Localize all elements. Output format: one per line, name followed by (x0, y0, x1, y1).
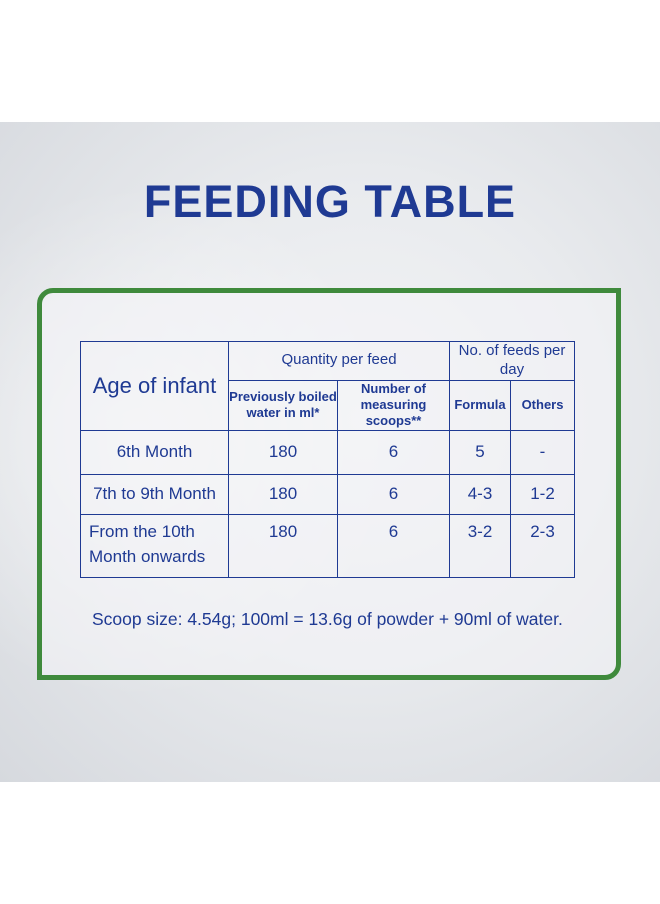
scoops-cell: 6 (336, 473, 451, 515)
age-line1: From the 10th (89, 521, 195, 541)
others-cell: 2-3 (510, 513, 576, 578)
scoops-cell: 6 (336, 513, 451, 578)
others-cell: 1-2 (510, 473, 576, 515)
table-row: 7th to 9th Month 180 6 4-3 1-2 (80, 473, 576, 515)
page-title: FEEDING TABLE (143, 176, 517, 227)
scoops-header: Number of measuring scoops** (336, 379, 451, 431)
others-cell: - (510, 429, 576, 475)
age-cell: From the 10th Month onwards (80, 513, 229, 578)
water-header-line2: water in ml* (246, 405, 320, 420)
age-line2: Month onwards (89, 546, 206, 566)
age-header: Age of infant (80, 341, 229, 431)
scoops-cell: 6 (336, 429, 451, 475)
others-header: Others (510, 379, 576, 431)
formula-cell: 5 (449, 429, 512, 475)
water-header: Previously boiled water in ml* (228, 379, 338, 431)
formula-cell: 3-2 (449, 513, 512, 578)
scoops-header-line2: measuring scoops** (360, 396, 427, 429)
quantity-header: Quantity per feed (227, 341, 451, 381)
water-cell: 180 (228, 513, 338, 578)
age-cell: 7th to 9th Month (80, 473, 229, 515)
water-cell: 180 (228, 429, 338, 475)
table-row: 6th Month 180 6 5 - (80, 429, 576, 475)
scoops-header-line1: Number of (361, 380, 426, 396)
formula-header: Formula (449, 379, 512, 431)
formula-cell: 4-3 (449, 473, 512, 515)
water-header-line1: Previously boiled (229, 388, 337, 404)
water-cell: 180 (228, 473, 338, 515)
scoop-size-note: Scoop size: 4.54g; 100ml = 13.6g of powd… (92, 609, 563, 629)
table-row: From the 10th Month onwards 180 6 3-2 2-… (80, 513, 576, 578)
age-cell: 6th Month (80, 429, 229, 475)
feeds-header: No. of feeds per day (449, 341, 576, 381)
feeding-table: Age of infant Quantity per feed No. of f… (80, 341, 576, 578)
